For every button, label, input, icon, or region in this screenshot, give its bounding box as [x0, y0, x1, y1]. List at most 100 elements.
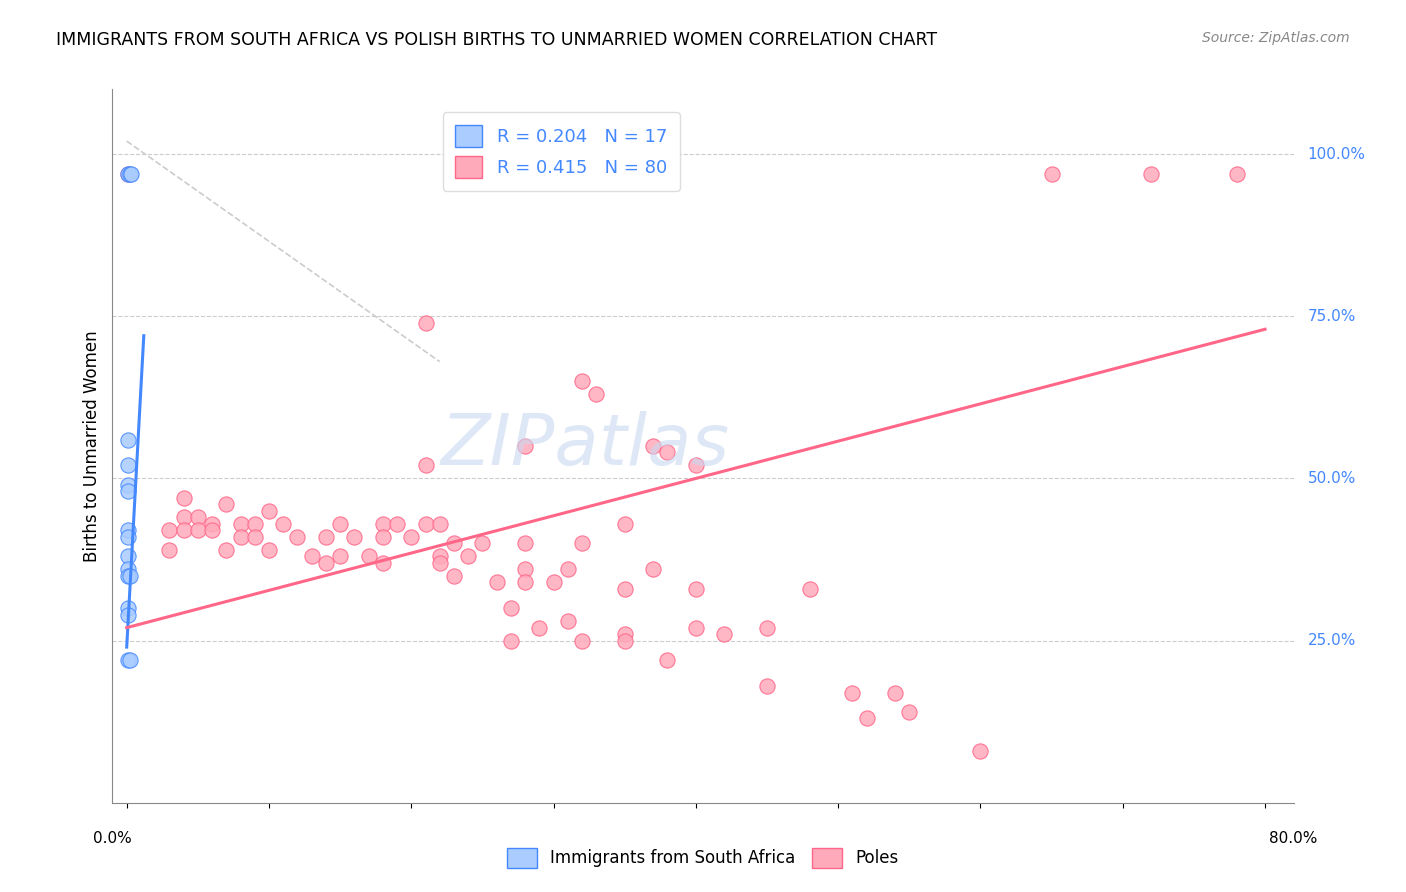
Y-axis label: Births to Unmarried Women: Births to Unmarried Women [83, 330, 101, 562]
Point [118, 568, 141, 582]
Point [513, 562, 536, 576]
Point [118, 653, 141, 667]
Point [513, 575, 536, 590]
Point [685, 582, 707, 596]
Point [201, 516, 224, 531]
Point [1040, 167, 1063, 181]
Point [585, 387, 607, 401]
Point [117, 478, 139, 492]
Point [471, 536, 494, 550]
Point [571, 633, 593, 648]
Point [685, 621, 707, 635]
Point [287, 530, 309, 544]
Point [117, 530, 139, 544]
Point [371, 556, 394, 570]
Point [429, 556, 451, 570]
Point [613, 582, 636, 596]
Point [557, 562, 579, 576]
Point [257, 542, 280, 557]
Text: IMMIGRANTS FROM SOUTH AFRICA VS POLISH BIRTHS TO UNMARRIED WOMEN CORRELATION CHA: IMMIGRANTS FROM SOUTH AFRICA VS POLISH B… [56, 31, 938, 49]
Point [301, 549, 323, 564]
Text: 75.0%: 75.0% [1308, 309, 1357, 324]
Point [117, 433, 139, 447]
Point [799, 582, 821, 596]
Point [841, 685, 863, 699]
Point [229, 516, 252, 531]
Point [415, 516, 437, 531]
Point [117, 562, 139, 576]
Text: 0.0%: 0.0% [93, 831, 132, 846]
Text: 80.0%: 80.0% [1270, 831, 1317, 846]
Point [120, 167, 142, 181]
Point [685, 458, 707, 473]
Point [271, 516, 294, 531]
Point [499, 601, 522, 615]
Point [571, 536, 593, 550]
Point [884, 685, 907, 699]
Point [201, 524, 224, 538]
Point [117, 549, 139, 564]
Point [1140, 167, 1163, 181]
Point [415, 316, 437, 330]
Point [187, 524, 209, 538]
Point [173, 510, 195, 524]
Point [229, 530, 252, 544]
Point [529, 621, 551, 635]
Point [117, 167, 139, 181]
Point [117, 607, 139, 622]
Legend: R = 0.204   N = 17, R = 0.415   N = 80: R = 0.204 N = 17, R = 0.415 N = 80 [443, 112, 681, 191]
Point [443, 568, 465, 582]
Point [657, 445, 679, 459]
Point [187, 510, 209, 524]
Point [643, 562, 665, 576]
Point [215, 497, 238, 511]
Text: 50.0%: 50.0% [1308, 471, 1357, 486]
Point [513, 439, 536, 453]
Text: 25.0%: 25.0% [1308, 633, 1357, 648]
Point [173, 491, 195, 505]
Point [969, 744, 991, 758]
Point [371, 530, 394, 544]
Point [443, 536, 465, 550]
Point [117, 458, 139, 473]
Point [855, 711, 877, 725]
Point [429, 516, 451, 531]
Point [898, 705, 921, 719]
Point [415, 458, 437, 473]
Text: Source: ZipAtlas.com: Source: ZipAtlas.com [1202, 31, 1350, 45]
Point [117, 601, 139, 615]
Point [643, 439, 665, 453]
Point [457, 549, 479, 564]
Point [157, 524, 180, 538]
Point [613, 516, 636, 531]
Point [756, 679, 779, 693]
Legend: Immigrants from South Africa, Poles: Immigrants from South Africa, Poles [501, 841, 905, 875]
Point [117, 524, 139, 538]
Point [613, 627, 636, 641]
Point [485, 575, 508, 590]
Point [117, 653, 139, 667]
Point [118, 167, 141, 181]
Point [1226, 167, 1249, 181]
Point [557, 614, 579, 628]
Point [657, 653, 679, 667]
Point [315, 556, 337, 570]
Point [243, 530, 266, 544]
Point [756, 621, 779, 635]
Point [157, 542, 180, 557]
Point [173, 524, 195, 538]
Point [357, 549, 380, 564]
Point [315, 530, 337, 544]
Point [215, 542, 238, 557]
Text: ZIPatlas: ZIPatlas [440, 411, 730, 481]
Point [329, 516, 352, 531]
Point [243, 516, 266, 531]
Point [429, 549, 451, 564]
Point [117, 484, 139, 499]
Point [613, 633, 636, 648]
Point [117, 167, 139, 181]
Point [543, 575, 565, 590]
Text: 100.0%: 100.0% [1308, 146, 1365, 161]
Point [257, 504, 280, 518]
Point [401, 530, 423, 544]
